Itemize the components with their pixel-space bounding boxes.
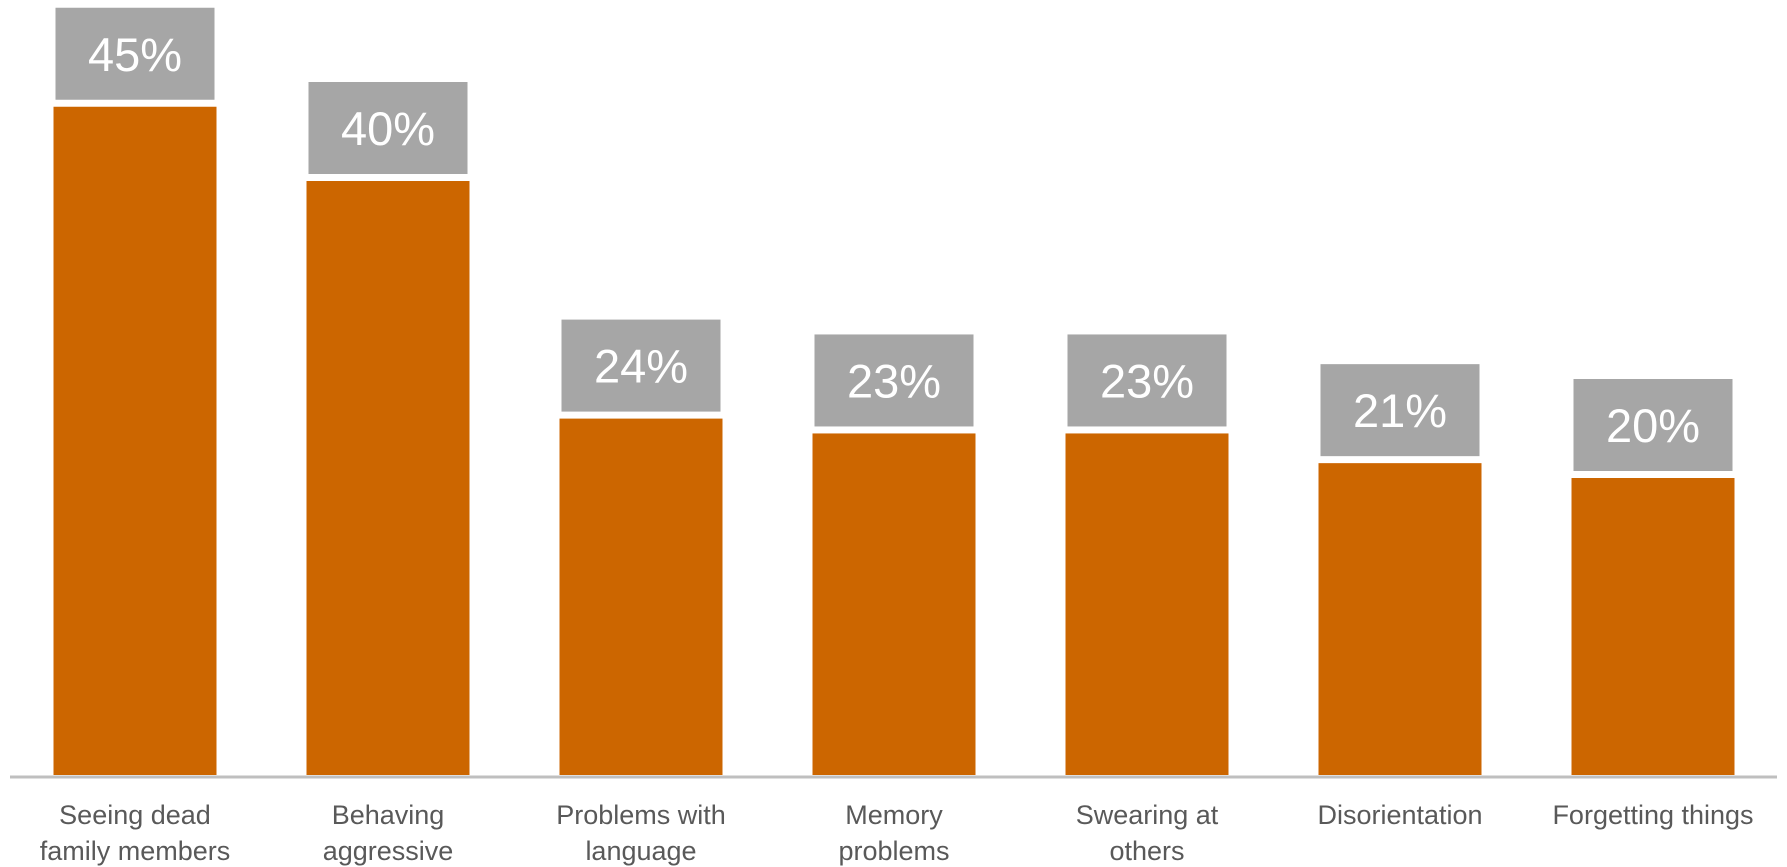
data-label-box-4 (1067, 334, 1227, 427)
category-label-line: family members (40, 836, 231, 866)
bar-1 (306, 181, 470, 775)
bar-5 (1318, 463, 1482, 775)
bar-2 (559, 418, 723, 775)
data-label-box-2 (561, 319, 721, 412)
category-label-line: aggressive (323, 836, 454, 866)
bars (53, 106, 1735, 775)
data-label-6: 20% (1606, 399, 1700, 452)
category-label-line: problems (838, 836, 949, 866)
category-label-1: Behaving aggressive (323, 800, 454, 866)
category-label-line: others (1109, 836, 1184, 866)
data-label-box-6 (1573, 379, 1733, 471)
data-label-2: 24% (594, 340, 688, 393)
data-label-box-0 (55, 7, 215, 100)
data-label-4: 23% (1100, 354, 1194, 407)
data-labels: 45% 40% 24% 23% 23% 21% 20% (55, 7, 1733, 471)
category-label-line: Forgetting things (1552, 800, 1753, 830)
category-label-line: language (585, 836, 696, 866)
category-label-line: Behaving (332, 800, 445, 830)
category-labels: Seeing dead family members Behaving aggress… (40, 800, 1754, 866)
data-label-5: 21% (1353, 384, 1447, 437)
category-label-line: Swearing at (1076, 800, 1219, 830)
data-label-3: 23% (847, 354, 941, 407)
data-label-0: 45% (88, 28, 182, 81)
category-label-4: Swearing at others (1076, 800, 1219, 866)
category-label-0: Seeing dead family members (40, 800, 231, 866)
data-label-1: 40% (341, 102, 435, 155)
bar-0 (53, 106, 217, 775)
bar-4 (1065, 433, 1229, 775)
data-label-box-5 (1320, 364, 1480, 457)
category-label-3: Memory problems (838, 800, 949, 866)
bar-6 (1571, 478, 1735, 775)
data-label-box-1 (308, 82, 468, 174)
category-label-5: Disorientation (1317, 800, 1482, 830)
bar-3 (812, 433, 976, 775)
category-label-line: Problems with (556, 800, 726, 830)
category-label-line: Seeing dead (59, 800, 211, 830)
data-label-box-3 (814, 334, 974, 427)
category-label-6: Forgetting things (1552, 800, 1753, 830)
category-label-line: Disorientation (1317, 800, 1482, 830)
category-label-2: Problems with language (556, 800, 726, 866)
category-label-line: Memory (845, 800, 943, 830)
